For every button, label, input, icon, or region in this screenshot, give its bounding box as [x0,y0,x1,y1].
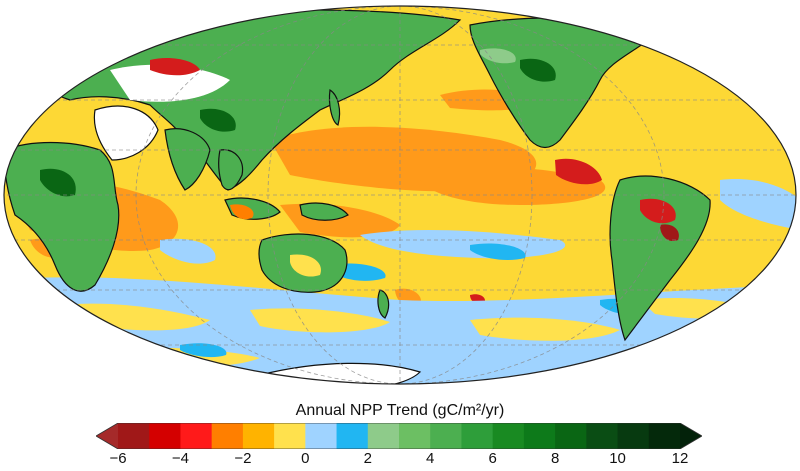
colorbar-segment [461,423,494,449]
new-zealand [377,289,390,319]
colorbar-segment [274,423,306,449]
colorbar-tick-label: 12 [671,450,689,467]
colorbar-tick-label: 4 [426,450,435,467]
colorbar-tick-label: −6 [109,450,127,467]
colorbar-segment [555,423,587,449]
africa [4,141,120,292]
colorbar-segment [336,423,369,449]
colorbar-segment [648,423,681,449]
colorbar-segment [242,423,275,449]
colorbar-tick-label: 10 [609,450,626,467]
colorbar-tick-label: 2 [363,450,372,467]
colorbar-segment [305,423,338,449]
colorbar-tick-label: −4 [171,450,189,467]
colorbar-segment [118,423,150,449]
colorbar-tick-label: 6 [488,450,497,467]
colorbar-bar [96,423,702,449]
land-trend-overlays [40,48,679,277]
south-america [609,175,711,342]
colorbar: Annual NPP Trend (gC/m²/yr) −6 −4 −2 0 2 4 6 8 1… [0,400,800,471]
colorbar-segment [586,423,619,449]
colorbar-segment [211,423,244,449]
new-guinea [299,202,349,221]
colorbar-title: Annual NPP Trend (gC/m²/yr) [295,402,505,419]
japan [328,88,341,126]
colorbar-extend-low [96,423,118,449]
npp-trend-world-map [3,5,797,385]
indochina [218,149,244,191]
colorbar-segment [617,423,650,449]
colorbar-tick-label: 8 [550,450,560,467]
colorbar-segment [149,423,181,449]
colorbar-extend-high [680,423,702,449]
colorbar-segment [523,423,556,449]
colorbar-tick-label: −2 [234,450,252,467]
antarctica [259,362,422,384]
colorbar-segment [180,423,213,449]
india [164,128,211,191]
globe-outline [3,5,797,385]
colorbar-segment [367,423,400,449]
colorbar-segment [399,423,431,449]
colorbar-tick-label: 0 [301,450,310,467]
colorbar-segment [430,423,462,449]
colorbar-segment [492,423,525,449]
